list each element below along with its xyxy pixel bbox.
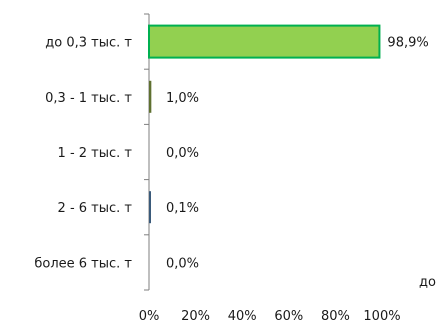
data-label: 0,0% — [166, 146, 199, 161]
data-labels: 98,9% 1,0% 0,0% 0,1% 0,0% — [166, 36, 429, 272]
data-label: 0,1% — [166, 201, 199, 216]
bar — [149, 191, 151, 224]
data-label: 98,9% — [387, 36, 428, 51]
chart-bars — [148, 24, 381, 224]
category-label: более 6 тыс. т — [34, 256, 132, 271]
bar — [149, 80, 152, 113]
x-tick-label: 60% — [274, 309, 303, 324]
bar — [148, 24, 381, 59]
x-tick-label: 100% — [363, 309, 400, 324]
category-label: 2 - 6 тыс. т — [58, 201, 133, 216]
data-label: 1,0% — [166, 91, 199, 106]
chart-axes — [144, 13, 150, 291]
x-tick-label: 20% — [181, 309, 210, 324]
stray-text: до — [419, 275, 436, 290]
x-tick-labels: 0% 20% 40% 60% 80% 100% — [139, 309, 401, 324]
data-label: 0,0% — [166, 256, 199, 271]
category-label: 0,3 - 1 тыс. т — [45, 91, 132, 106]
category-label: 1 - 2 тыс. т — [58, 146, 133, 161]
category-label: до 0,3 тыс. т — [45, 36, 132, 51]
x-tick-label: 40% — [228, 309, 257, 324]
x-tick-label: 80% — [321, 309, 350, 324]
category-labels: до 0,3 тыс. т 0,3 - 1 тыс. т 1 - 2 тыс. т 2… — [34, 36, 132, 272]
x-tick-label: 0% — [139, 309, 160, 324]
